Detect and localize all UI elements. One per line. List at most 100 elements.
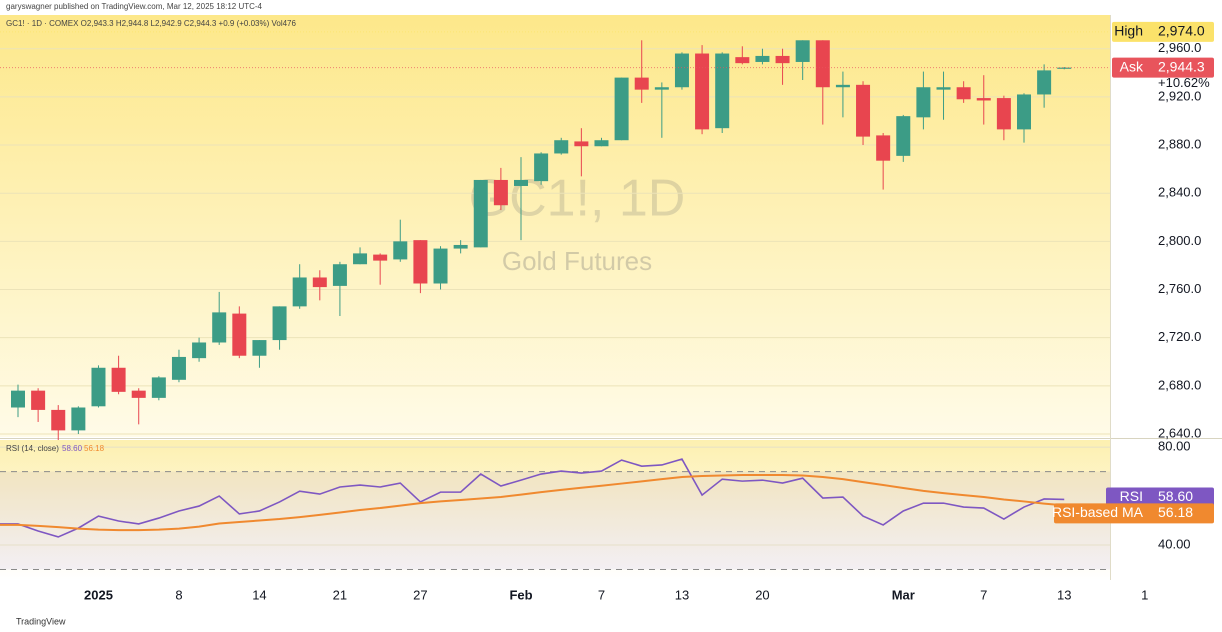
candle-body [956,87,971,100]
candle-body [534,153,549,182]
x-tick-label: 13 [675,587,689,602]
ask_tag-name: Ask [1120,58,1144,74]
x-tick-label: 7 [598,587,605,602]
candle-body [91,367,106,407]
candle-body [413,240,428,284]
candle-body [111,367,126,392]
y-tick-label: 40.00 [1158,536,1191,551]
candle-body [51,409,66,431]
x-tick-label: Mar [892,587,915,602]
y-tick-label: 2,840.0 [1158,185,1201,200]
x-tick-label: Feb [509,587,532,602]
candle-body [835,84,850,88]
y-tick-label: 2,800.0 [1158,233,1201,248]
x-tick-label: 20 [755,587,769,602]
candle-body [654,87,669,90]
x-tick-label: 2025 [84,587,113,602]
candle-body [473,179,488,248]
candle-body [856,84,871,137]
x-tick-label: 13 [1057,587,1071,602]
y-tick-label: 2,680.0 [1158,377,1201,392]
candle-body [514,179,528,186]
candle-body [735,57,750,64]
candle-body [393,241,408,260]
candle-body [815,40,830,88]
candle-body [755,55,770,62]
candle-body [674,53,689,88]
y-tick-label: 2,960.0 [1158,40,1201,55]
rsi-line [0,474,1065,532]
y-tick-label: 2,760.0 [1158,281,1201,296]
candle-body [554,140,569,154]
legend: GC1! · 1D · COMEX O2,943.3 H2,944.8 L2,9… [6,19,297,28]
candle-body [292,277,307,307]
candle-body [171,356,186,380]
candle-body [916,87,931,118]
candle-body [453,244,468,249]
series-tag-name: RSI-based MA [1052,504,1144,520]
candle-body [272,306,287,341]
candle-body [795,40,810,62]
candle-body [433,248,448,284]
rsi-title: RSI (14, close) [6,444,59,453]
candle-body [896,116,911,156]
x-tick-label: 7 [980,587,987,602]
candle-body [695,53,710,130]
candle-body [996,98,1011,130]
candle-body [574,141,589,147]
candle-body [1017,94,1031,130]
footer: TradingView [16,616,66,626]
candle-body [614,77,629,141]
candle-body [493,179,508,206]
candle-body [212,312,227,343]
change-label: +10.62% [1158,75,1210,90]
x-tick-label: 1 [1141,587,1148,602]
x-tick-label: 27 [413,587,427,602]
candle-body [634,77,649,90]
candle-body [976,98,991,101]
x-tick-label: 8 [175,587,182,602]
candle-body [594,140,609,147]
rsi-line [0,458,1065,538]
candle-body [252,340,267,356]
candle-body [876,135,891,161]
candle-body [11,390,25,408]
candle-body [936,87,951,90]
y-tick-label: 2,640.0 [1158,425,1201,440]
y-tick-label: 80.00 [1158,439,1191,454]
high_tag-name: High [1114,23,1143,39]
x-tick-label: 14 [252,587,266,602]
series-tag-box [1054,503,1214,524]
candle-body [1037,70,1052,95]
candle-body [31,390,46,410]
candle-body [232,313,247,356]
candle-body [332,264,347,286]
candle-body [312,277,327,288]
series-tag-value: 58.60 [1158,488,1193,504]
candle-body [71,407,86,431]
candle-body [192,342,207,359]
candle-body [775,55,790,64]
y-tick-label: 2,720.0 [1158,329,1201,344]
series-tag-name: RSI [1120,488,1143,504]
series-tag-value: 56.18 [1158,504,1193,520]
rsi-legend-value: 58.60 [62,444,83,453]
watermark-name: Gold Futures [502,246,652,276]
candle-body [353,253,368,265]
ask_tag-value: 2,944.3 [1158,58,1205,74]
candle-body [131,390,146,398]
high_tag-box [1112,21,1214,42]
y-tick-label: 2,880.0 [1158,136,1201,151]
y-tick-label: 2,920.0 [1158,88,1201,103]
rsi-band [0,471,1110,570]
high_tag-value: 2,974.0 [1158,23,1205,39]
ask_tag-box [1112,57,1214,78]
candle-body [151,377,166,398]
candle-body [373,254,388,261]
candle-body [1057,67,1072,69]
candle-body [715,53,730,129]
published: garyswagner published on TradingView.com… [6,2,263,11]
x-tick-label: 21 [333,587,347,602]
rsi-legend-value: 56.18 [84,444,105,453]
